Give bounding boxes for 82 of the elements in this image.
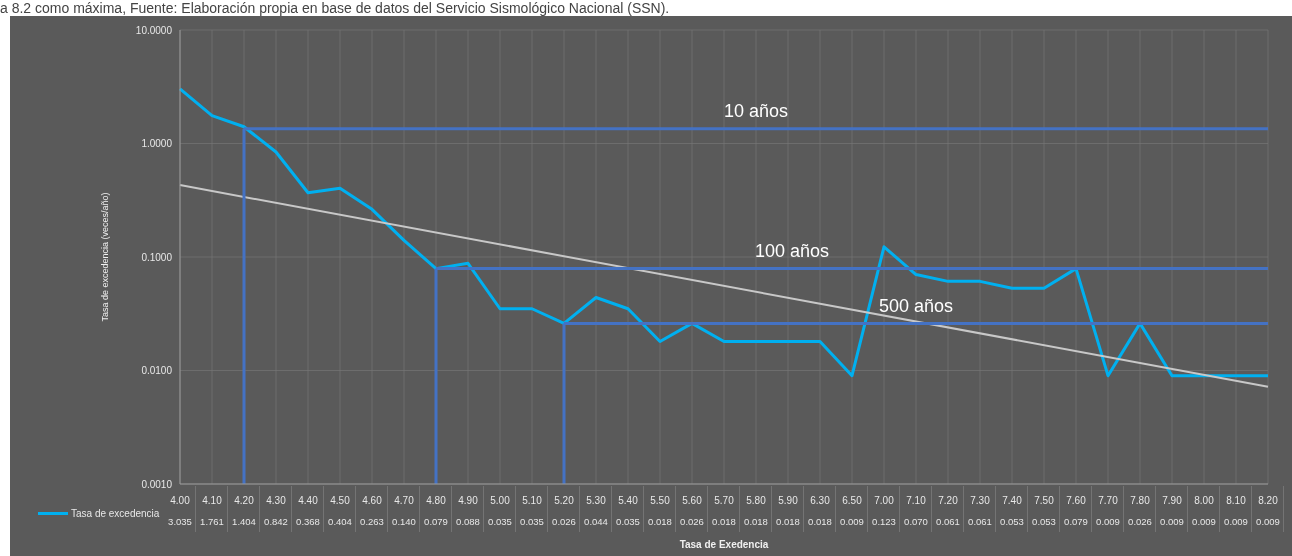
data-label: 0.079 bbox=[424, 516, 448, 527]
x-tick-label: 7.10 bbox=[906, 495, 927, 506]
y-tick-label: 10.0000 bbox=[135, 24, 173, 36]
x-tick-label: 5.20 bbox=[554, 495, 575, 506]
x-tick-label: 4.80 bbox=[426, 495, 447, 506]
data-label: 0.079 bbox=[1064, 516, 1088, 527]
x-tick-label: 7.90 bbox=[1162, 495, 1183, 506]
x-tick-label: 5.90 bbox=[778, 495, 799, 506]
data-label: 0.009 bbox=[840, 516, 864, 527]
ref-line-label: 100 años bbox=[754, 241, 830, 262]
x-tick-label: 4.70 bbox=[394, 495, 415, 506]
x-tick-label: 4.00 bbox=[170, 495, 191, 506]
data-label: 0.088 bbox=[456, 516, 480, 527]
data-label: 0.009 bbox=[1256, 516, 1280, 527]
data-label: 1.761 bbox=[200, 516, 224, 527]
data-label: 0.061 bbox=[936, 516, 960, 527]
x-tick-label: 4.20 bbox=[234, 495, 255, 506]
data-label: 0.018 bbox=[776, 516, 800, 527]
data-label: 0.263 bbox=[360, 516, 384, 527]
x-tick-label: 4.60 bbox=[362, 495, 383, 506]
data-label: 0.035 bbox=[520, 516, 544, 527]
x-tick-label: 4.90 bbox=[458, 495, 479, 506]
data-label: 0.044 bbox=[584, 516, 608, 527]
x-tick-label: 6.50 bbox=[842, 495, 863, 506]
y-axis-title: Tasa de excedencia (veces/año) bbox=[100, 192, 111, 322]
data-label: 0.140 bbox=[392, 516, 416, 527]
x-tick-label: 4.10 bbox=[202, 495, 223, 506]
legend-label: Tasa de excedencia bbox=[70, 508, 160, 519]
data-label: 0.035 bbox=[488, 516, 512, 527]
data-label: 0.842 bbox=[264, 516, 288, 527]
x-tick-label: 4.40 bbox=[298, 495, 319, 506]
y-tick-label: 0.1000 bbox=[141, 251, 173, 263]
data-label: 0.070 bbox=[904, 516, 928, 527]
data-label: 3.035 bbox=[168, 516, 192, 527]
x-tick-label: 5.30 bbox=[586, 495, 607, 506]
data-label: 0.018 bbox=[808, 516, 832, 527]
data-label: 0.009 bbox=[1160, 516, 1184, 527]
x-tick-label: 7.50 bbox=[1034, 495, 1055, 506]
x-tick-label: 7.20 bbox=[938, 495, 959, 506]
x-tick-label: 8.10 bbox=[1226, 495, 1247, 506]
data-label: 0.368 bbox=[296, 516, 320, 527]
data-label: 0.018 bbox=[744, 516, 768, 527]
data-label: 0.404 bbox=[328, 516, 352, 527]
x-tick-label: 7.30 bbox=[970, 495, 991, 506]
data-label: 0.026 bbox=[680, 516, 704, 527]
y-tick-label: 1.0000 bbox=[141, 138, 173, 150]
x-tick-label: 7.80 bbox=[1130, 495, 1151, 506]
x-tick-label: 4.30 bbox=[266, 495, 287, 506]
data-label: 1.404 bbox=[232, 516, 256, 527]
x-tick-label: 5.50 bbox=[650, 495, 671, 506]
ref-line-label: 10 años bbox=[723, 101, 789, 122]
data-label: 0.009 bbox=[1096, 516, 1120, 527]
data-label: 0.026 bbox=[1128, 516, 1152, 527]
x-tick-label: 7.60 bbox=[1066, 495, 1087, 506]
x-tick-label: 8.20 bbox=[1258, 495, 1279, 506]
data-label: 0.053 bbox=[1000, 516, 1024, 527]
text: a 8.2 como máxima, Fuente: Elaboración propia en base de datos del Servicio Sismológico Nacional (SSN). bbox=[0, 0, 670, 16]
x-tick-label: 7.40 bbox=[1002, 495, 1023, 506]
x-tick-label: 5.80 bbox=[746, 495, 767, 506]
data-label: 0.018 bbox=[712, 516, 736, 527]
x-tick-label: 5.40 bbox=[618, 495, 639, 506]
x-tick-label: 5.00 bbox=[490, 495, 511, 506]
data-label: 0.009 bbox=[1224, 516, 1248, 527]
data-label: 0.009 bbox=[1192, 516, 1216, 527]
data-label: 0.018 bbox=[648, 516, 672, 527]
x-tick-label: 5.60 bbox=[682, 495, 703, 506]
y-tick-label: 0.0010 bbox=[141, 478, 173, 490]
data-label: 0.053 bbox=[1032, 516, 1056, 527]
x-tick-label: 5.70 bbox=[714, 495, 735, 506]
x-tick-label: 7.70 bbox=[1098, 495, 1119, 506]
x-tick-label: 8.00 bbox=[1194, 495, 1215, 506]
data-label: 0.061 bbox=[968, 516, 992, 527]
x-tick-label: 5.10 bbox=[522, 495, 543, 506]
data-label: 0.026 bbox=[552, 516, 576, 527]
y-tick-label: 0.0100 bbox=[141, 365, 173, 377]
x-tick-label: 6.30 bbox=[810, 495, 831, 506]
x-axis-title: Tasa de Exedencia bbox=[679, 539, 769, 550]
x-tick-label: 4.50 bbox=[330, 495, 351, 506]
x-tick-label: 7.00 bbox=[874, 495, 895, 506]
data-label: 0.035 bbox=[616, 516, 640, 527]
data-label: 0.123 bbox=[872, 516, 896, 527]
ref-line-label: 500 años bbox=[878, 295, 954, 316]
